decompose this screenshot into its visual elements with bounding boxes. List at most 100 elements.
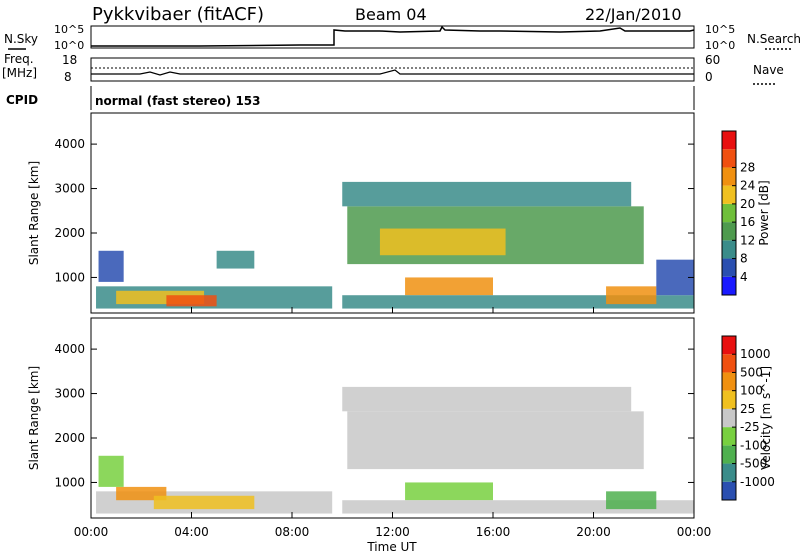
power-y-axis: 1000 2000 3000 4000 [54, 137, 694, 284]
velocity-scatter-region-5 [342, 386, 632, 412]
x-tick-label-6: 00:00 [677, 525, 712, 539]
power-panel: 1000 2000 3000 4000 Slant Range [km] 4 8 12 16… [27, 112, 771, 314]
freq-axis-top-label: 18 [62, 53, 77, 67]
station-title: Pykkvibaer (fitACF) [92, 4, 264, 25]
velocity-colorbar-segment-8 [722, 336, 736, 355]
power-y-tick-label-3000: 3000 [54, 182, 85, 196]
power-colorbar-segment-6 [722, 167, 736, 186]
nave-axis-bottom-label: 0 [705, 70, 713, 84]
x-tick-label-5: 20:00 [576, 525, 611, 539]
velocity-y-tick-label-3000: 3000 [54, 387, 85, 401]
velocity-y-tick-label-2000: 2000 [54, 431, 85, 445]
nsearch-label: N.Search [747, 32, 800, 46]
velocity-y-tick-label-4000: 4000 [54, 342, 85, 356]
velocity-colorbar-tick-label-5: -100 [740, 438, 767, 452]
noise-axis-bottom-label: 10^0 [54, 39, 84, 52]
velocity-scatter-region-8 [606, 491, 657, 510]
power-y-tick-label-4000: 4000 [54, 137, 85, 151]
power-scatter-region-7 [342, 181, 632, 207]
time-x-axis: 00:00 04:00 08:00 12:00 16:00 20:00 00:00 [74, 307, 712, 539]
x-tick-label-4: 16:00 [476, 525, 511, 539]
power-scatter-region-8 [405, 277, 493, 296]
power-colorbar-tick-label-6: 28 [740, 160, 755, 174]
noise-axis-right-top-label: 10^5 [705, 23, 735, 36]
power-colorbar-tick-label-4: 20 [740, 197, 755, 211]
velocity-scatter-region-2 [153, 495, 255, 510]
power-colorbar-title: Power [dB] [757, 180, 771, 245]
velocity-colorbar-tick-label-6: -500 [740, 457, 767, 471]
velocity-scatter-region-3 [98, 455, 124, 487]
velocity-colorbar-segment-0 [722, 481, 736, 500]
cpid-value: normal (fast stereo) 153 [95, 94, 261, 108]
x-axis-title: Time UT [366, 540, 417, 554]
power-colorbar-segment-7 [722, 149, 736, 168]
velocity-colorbar-segment-7 [722, 354, 736, 373]
power-colorbar-tick-label-0: 4 [740, 270, 748, 284]
velocity-colorbar: 1000 500 100 25 -25 -100 -500 -1000 [721, 335, 775, 501]
freq-axis-bottom-label: 8 [64, 70, 72, 84]
x-tick-label-3: 12:00 [375, 525, 410, 539]
power-colorbar-segment-3 [722, 222, 736, 241]
velocity-panel: 1000 2000 3000 4000 Slant Range [km] 1000 50… [27, 317, 775, 519]
velocity-colorbar-segment-1 [722, 463, 736, 482]
velocity-colorbar-tick-label-4: -25 [740, 420, 760, 434]
power-scatter-region-4 [216, 250, 255, 269]
power-scatter-region-6 [379, 228, 506, 256]
power-y-axis-title: Slant Range [km] [27, 161, 41, 265]
velocity-y-tick-label-1000: 1000 [54, 475, 85, 489]
velocity-colorbar-title: Velocity [m s^-1] [759, 366, 773, 470]
noise-sky-trace [91, 25, 695, 47]
velocity-colorbar-segment-4 [722, 408, 736, 428]
x-tick-label-1: 04:00 [174, 525, 209, 539]
velocity-scatter-region-6 [405, 482, 493, 501]
power-scatter-region-3 [98, 250, 124, 282]
velocity-colorbar-segment-3 [722, 427, 736, 446]
nsky-label: N.Sky [4, 32, 38, 46]
power-colorbar-segment-4 [722, 203, 736, 223]
velocity-colorbar-tick-label-3: 25 [740, 402, 755, 416]
velocity-colorbar-tick-label-1: 500 [740, 365, 763, 379]
velocity-colorbar-tick-label-7: -1000 [740, 475, 775, 489]
freq-label-line1: Freq. [4, 52, 34, 66]
velocity-y-axis: 1000 2000 3000 4000 [54, 342, 694, 489]
velocity-scatter-region-4 [347, 411, 644, 470]
power-colorbar-tick-label-2: 12 [740, 233, 755, 247]
noise-axis-top-label: 10^5 [54, 23, 84, 36]
freq-trace [91, 69, 694, 76]
noise-axis-right-bottom-label: 10^0 [705, 39, 735, 52]
power-colorbar-segment-5 [722, 185, 736, 204]
noise-strip-frame [90, 25, 695, 49]
power-y-tick-label-1000: 1000 [54, 270, 85, 284]
power-y-tick-label-2000: 2000 [54, 226, 85, 240]
power-colorbar-tick-label-5: 24 [740, 179, 755, 193]
power-colorbar-segment-8 [722, 131, 736, 150]
velocity-colorbar-segment-6 [722, 372, 736, 391]
power-colorbar: 4 8 12 16 20 24 28 [721, 130, 755, 296]
velocity-data-layer [96, 386, 694, 514]
velocity-colorbar-tick-label-2: 100 [740, 384, 763, 398]
power-scatter-region-10 [606, 286, 657, 305]
nave-axis-top-label: 60 [705, 53, 720, 67]
power-colorbar-tick-label-3: 16 [740, 215, 755, 229]
velocity-colorbar-segment-2 [722, 445, 736, 464]
power-colorbar-segment-1 [722, 258, 736, 277]
velocity-colorbar-frame [721, 335, 737, 501]
power-colorbar-segment-0 [722, 276, 736, 295]
velocity-y-axis-title: Slant Range [km] [27, 366, 41, 470]
beam-title: Beam 04 [355, 5, 427, 24]
velocity-colorbar-segment-5 [722, 390, 736, 409]
velocity-colorbar-tick-label-0: 1000 [740, 347, 771, 361]
cpid-label: CPID [6, 93, 38, 107]
freq-strip-frame [90, 57, 695, 82]
power-data-layer [96, 181, 694, 309]
x-tick-label-2: 08:00 [275, 525, 310, 539]
x-tick-label-0: 00:00 [74, 525, 109, 539]
power-scatter-region-2 [166, 295, 217, 307]
power-colorbar-tick-label-1: 8 [740, 252, 748, 266]
power-scatter-region-11 [656, 259, 694, 296]
date-title: 22/Jan/2010 [585, 5, 682, 24]
freq-label-line2: [MHz] [2, 66, 37, 80]
power-colorbar-segment-2 [722, 240, 736, 259]
nave-label: Nave [753, 63, 784, 77]
